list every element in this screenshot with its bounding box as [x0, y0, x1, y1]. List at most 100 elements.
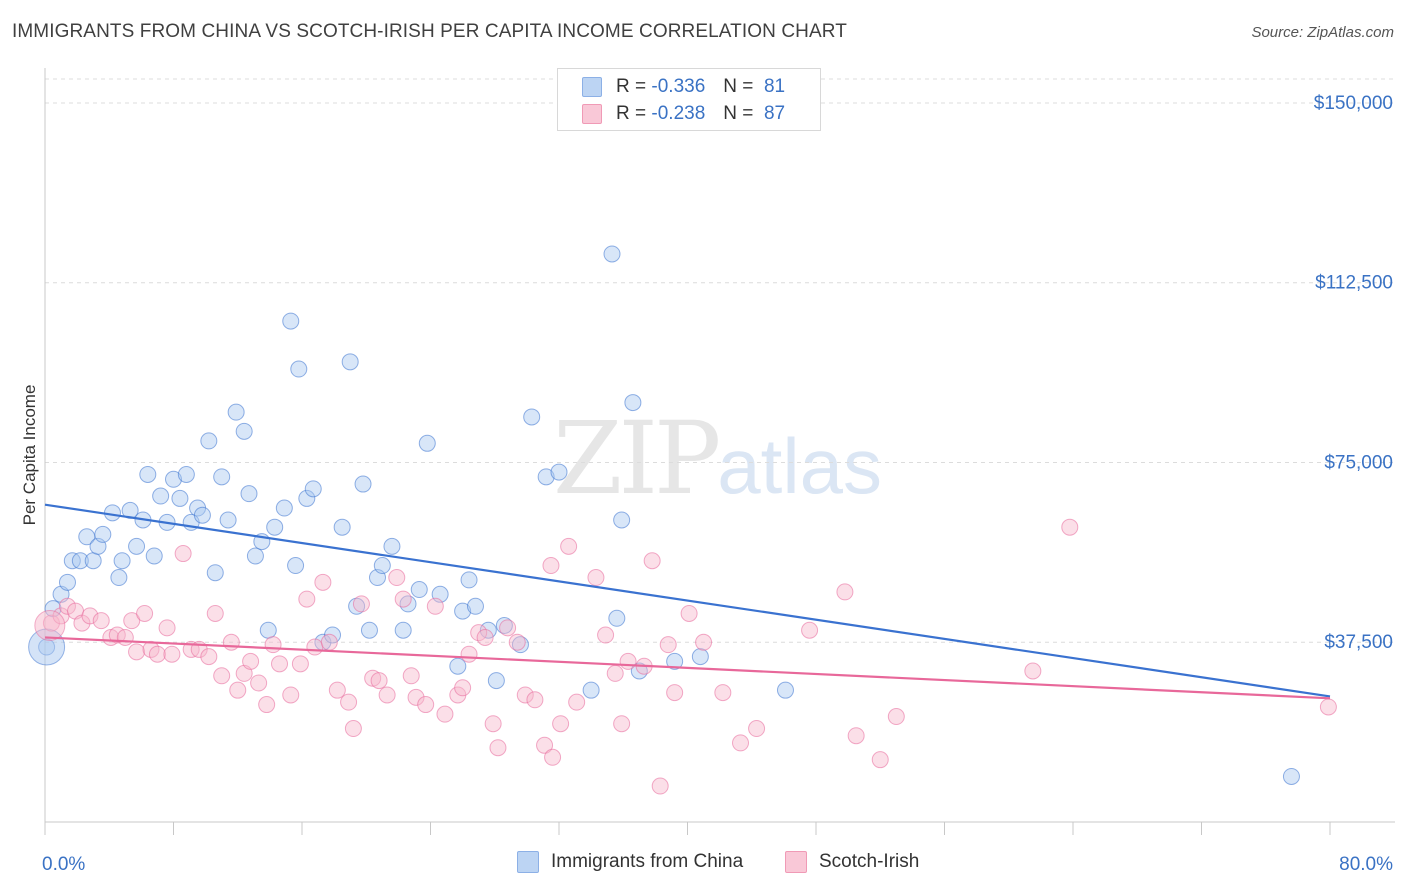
data-point — [1282, 767, 1300, 785]
legend-item-scotch-irish: Scotch-Irish — [785, 851, 919, 873]
data-point — [383, 537, 401, 555]
data-point — [264, 636, 282, 654]
data-point — [597, 626, 615, 644]
series-scotch-irish-points — [34, 518, 1337, 795]
axes — [44, 68, 1395, 835]
data-point — [691, 648, 709, 666]
data-point — [666, 684, 684, 702]
data-point — [148, 645, 166, 663]
data-point — [378, 686, 396, 704]
data-point — [158, 619, 176, 637]
data-point — [410, 581, 428, 599]
source-credit: Source: ZipAtlas.com — [1251, 24, 1394, 41]
legend-n-label: N = — [723, 76, 754, 97]
data-point — [460, 645, 478, 663]
data-point — [402, 667, 420, 685]
data-point — [582, 681, 600, 699]
data-point — [748, 720, 766, 738]
data-point — [537, 468, 555, 486]
data-point — [58, 597, 76, 615]
data-point — [258, 696, 276, 714]
x-tick-label: 80.0% — [1339, 854, 1393, 875]
data-point — [165, 470, 182, 488]
data-point — [608, 609, 626, 627]
data-point — [495, 616, 513, 634]
data-point — [145, 547, 163, 565]
data-point — [282, 312, 300, 330]
data-point — [240, 485, 258, 503]
data-point — [399, 595, 417, 613]
data-point — [776, 681, 794, 699]
data-point — [128, 537, 146, 555]
data-point — [92, 612, 110, 630]
data-point — [460, 571, 478, 589]
data-point — [630, 662, 648, 680]
tick-labels: $37,500 $75,000 $112,500 $150,000 0.0% 80.0% — [42, 93, 1393, 875]
data-point — [370, 672, 388, 690]
watermark-zip: ZIP — [553, 400, 721, 517]
data-point — [619, 652, 637, 670]
data-point — [606, 664, 624, 682]
data-point — [871, 751, 889, 769]
data-point — [271, 655, 289, 673]
data-point — [266, 518, 284, 536]
data-point — [436, 705, 454, 723]
data-point — [282, 686, 300, 704]
data-point — [476, 628, 494, 646]
legend-r-value: -0.238 — [651, 103, 706, 124]
data-point — [227, 403, 245, 421]
y-tick-label: $150,000 — [1314, 93, 1393, 114]
data-point — [1319, 698, 1337, 716]
data-point — [200, 432, 218, 450]
legend-swatch-scotch-irish — [582, 104, 602, 124]
data-point — [643, 552, 661, 570]
data-point — [454, 602, 472, 620]
data-point — [250, 674, 268, 692]
legend-swatch-china — [517, 851, 539, 873]
x-tick-label: 0.0% — [42, 854, 85, 875]
data-point — [206, 564, 224, 582]
data-point — [801, 621, 819, 639]
data-point-cluster — [34, 609, 66, 641]
data-point — [354, 475, 372, 493]
data-point — [333, 518, 351, 536]
data-point — [58, 573, 76, 591]
data-point — [314, 573, 332, 591]
data-point — [71, 552, 89, 570]
series-legend: Immigrants from China Scotch-Irish — [0, 851, 1406, 879]
data-point — [110, 569, 128, 587]
data-point — [81, 607, 99, 625]
data-point — [113, 552, 131, 570]
data-point — [516, 686, 534, 704]
data-point — [352, 595, 370, 613]
data-point — [344, 720, 362, 738]
data-point — [407, 688, 425, 706]
data-point — [373, 557, 391, 575]
data-point — [388, 569, 406, 587]
data-point — [511, 636, 529, 654]
trend-lines — [44, 503, 1331, 700]
data-point — [680, 604, 698, 622]
data-point — [298, 590, 316, 608]
data-point — [466, 597, 484, 615]
data-point — [213, 667, 231, 685]
data-point — [287, 557, 305, 575]
data-point — [544, 748, 562, 766]
data-point — [568, 693, 586, 711]
data-point — [1061, 518, 1079, 536]
data-point — [340, 693, 358, 711]
data-point — [291, 655, 309, 673]
data-point — [304, 480, 322, 498]
data-point — [94, 525, 112, 543]
data-point — [360, 621, 378, 639]
data-point — [139, 465, 157, 483]
data-point — [560, 537, 578, 555]
stats-legend: R = -0.336 N = 81 R = -0.238 N = 87 — [557, 68, 821, 131]
data-point — [613, 715, 631, 733]
legend-swatch-scotch-irish — [785, 851, 807, 873]
y-axis-title: Per Capita Income — [20, 385, 39, 526]
data-point — [489, 739, 507, 757]
data-point — [306, 638, 324, 656]
data-point — [123, 612, 141, 630]
